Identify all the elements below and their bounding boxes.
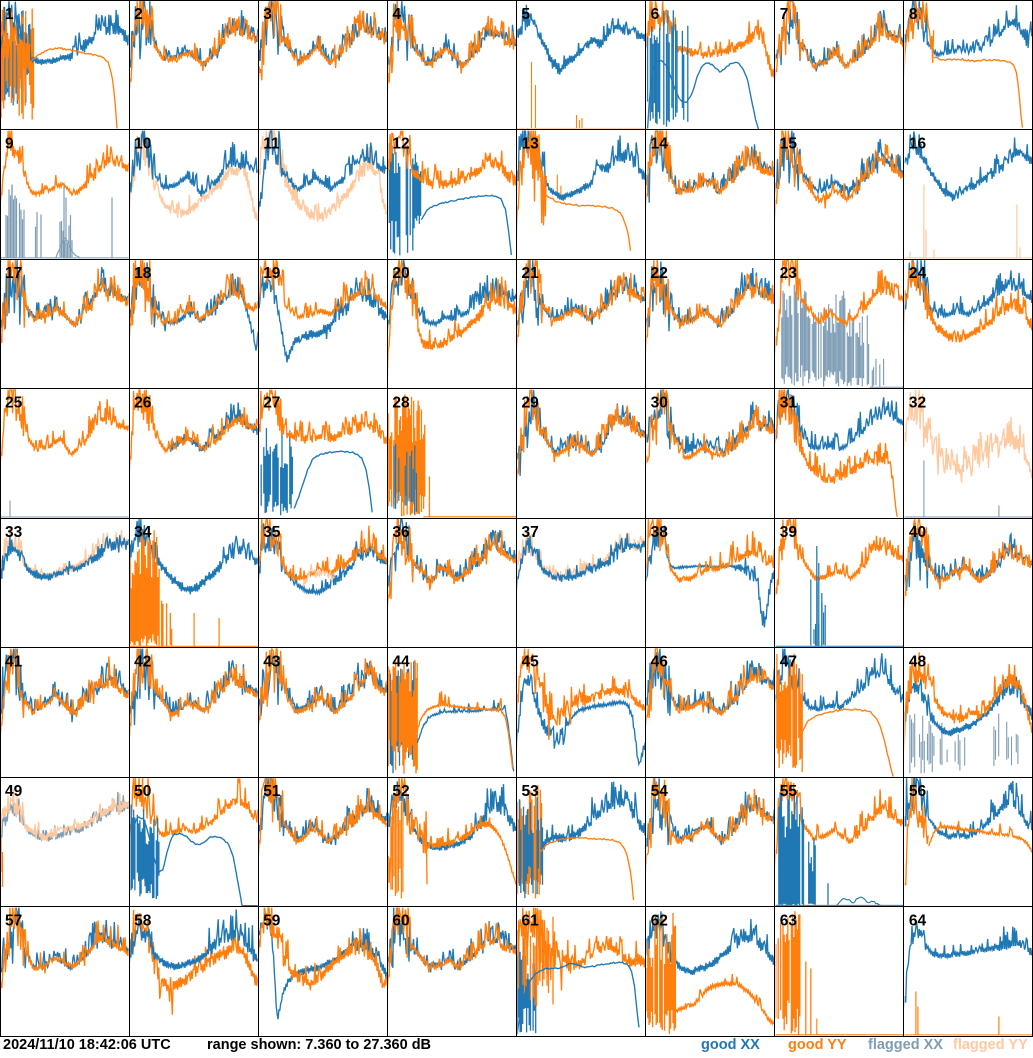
svg-text:42: 42 — [134, 654, 151, 671]
svg-text:4: 4 — [392, 6, 401, 23]
svg-text:54: 54 — [651, 783, 669, 800]
svg-text:43: 43 — [263, 654, 281, 671]
svg-text:37: 37 — [522, 524, 539, 541]
svg-text:48: 48 — [909, 654, 927, 671]
svg-text:19: 19 — [263, 265, 281, 282]
svg-text:53: 53 — [522, 783, 540, 800]
svg-text:3: 3 — [263, 6, 272, 23]
svg-text:28: 28 — [392, 395, 410, 412]
svg-text:46: 46 — [651, 654, 669, 671]
svg-text:18: 18 — [134, 265, 152, 282]
svg-text:40: 40 — [909, 524, 926, 541]
svg-text:41: 41 — [5, 654, 23, 671]
svg-text:13: 13 — [522, 136, 540, 153]
svg-text:50: 50 — [134, 783, 151, 800]
svg-text:11: 11 — [263, 136, 280, 153]
svg-text:29: 29 — [522, 395, 540, 412]
svg-text:10: 10 — [134, 136, 151, 153]
svg-text:64: 64 — [909, 913, 927, 930]
svg-text:2: 2 — [134, 6, 143, 23]
svg-text:27: 27 — [263, 395, 280, 412]
svg-text:52: 52 — [392, 783, 409, 800]
svg-text:56: 56 — [909, 783, 927, 800]
svg-text:15: 15 — [780, 136, 798, 153]
svg-text:58: 58 — [134, 913, 152, 930]
svg-text:22: 22 — [651, 265, 668, 282]
svg-text:57: 57 — [5, 913, 22, 930]
svg-text:60: 60 — [392, 913, 409, 930]
svg-text:6: 6 — [651, 6, 660, 23]
svg-text:30: 30 — [651, 395, 668, 412]
svg-text:39: 39 — [780, 524, 798, 541]
svg-text:21: 21 — [522, 265, 540, 282]
svg-text:8: 8 — [909, 6, 918, 23]
svg-text:good YY: good YY — [788, 1037, 847, 1053]
svg-text:31: 31 — [780, 395, 798, 412]
svg-text:38: 38 — [651, 524, 669, 541]
svg-text:59: 59 — [263, 913, 281, 930]
svg-text:flagged XX: flagged XX — [868, 1037, 943, 1053]
svg-text:1: 1 — [5, 6, 14, 23]
svg-text:5: 5 — [522, 6, 531, 23]
svg-text:2024/11/10 18:42:06 UTC: 2024/11/10 18:42:06 UTC — [3, 1037, 171, 1053]
svg-text:33: 33 — [5, 524, 23, 541]
svg-text:45: 45 — [522, 654, 540, 671]
svg-text:20: 20 — [392, 265, 409, 282]
svg-text:61: 61 — [522, 913, 540, 930]
svg-text:good XX: good XX — [701, 1037, 760, 1053]
svg-text:49: 49 — [5, 783, 23, 800]
svg-text:9: 9 — [5, 136, 14, 153]
svg-text:7: 7 — [780, 6, 789, 23]
svg-text:36: 36 — [392, 524, 410, 541]
svg-text:range shown: 7.360 to 27.360 d: range shown: 7.360 to 27.360 dB — [207, 1037, 431, 1053]
svg-text:32: 32 — [909, 395, 926, 412]
svg-text:44: 44 — [392, 654, 410, 671]
svg-text:55: 55 — [780, 783, 798, 800]
svg-text:25: 25 — [5, 395, 23, 412]
svg-text:16: 16 — [909, 136, 927, 153]
svg-text:flagged YY: flagged YY — [953, 1037, 1028, 1053]
svg-text:35: 35 — [263, 524, 281, 541]
svg-text:14: 14 — [651, 136, 669, 153]
svg-text:23: 23 — [780, 265, 798, 282]
svg-text:47: 47 — [780, 654, 797, 671]
svg-text:17: 17 — [5, 265, 22, 282]
svg-text:62: 62 — [651, 913, 668, 930]
svg-text:24: 24 — [909, 265, 927, 282]
svg-text:34: 34 — [134, 524, 152, 541]
svg-text:51: 51 — [263, 783, 281, 800]
svg-text:26: 26 — [134, 395, 152, 412]
svg-text:12: 12 — [392, 136, 409, 153]
svg-text:63: 63 — [780, 913, 798, 930]
